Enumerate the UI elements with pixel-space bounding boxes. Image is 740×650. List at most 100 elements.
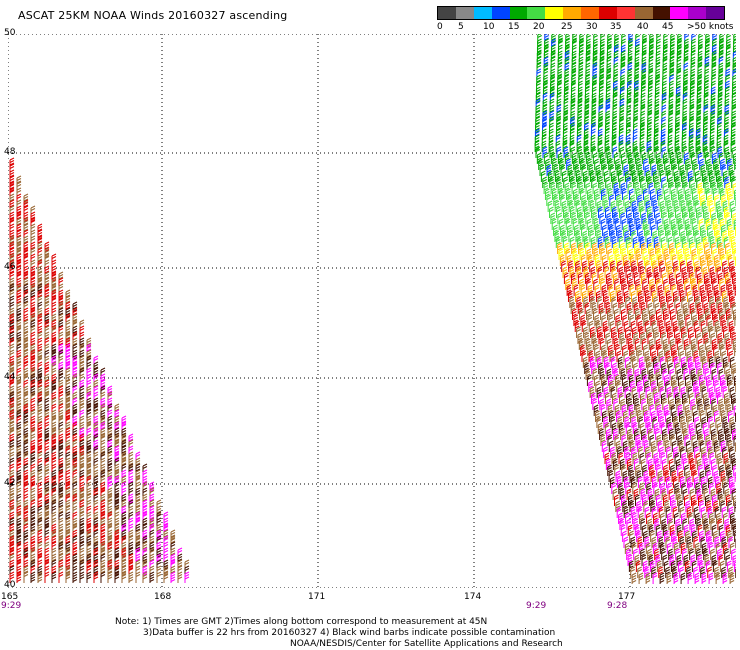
wind-barb	[719, 560, 725, 572]
wind-barb	[135, 499, 141, 511]
wind-barb	[607, 434, 613, 446]
wind-barb	[598, 92, 604, 104]
wind-barb	[587, 158, 592, 170]
wind-barb	[630, 566, 635, 578]
wind-barb	[599, 68, 605, 80]
wind-barb	[679, 410, 684, 422]
wind-barb	[648, 242, 653, 254]
wind-barb	[618, 482, 624, 494]
wind-barb	[696, 332, 702, 344]
wind-barb	[571, 152, 577, 164]
wind-barb	[613, 242, 618, 254]
wind-barb	[543, 74, 548, 86]
wind-barb	[51, 469, 57, 481]
wind-barb	[704, 212, 710, 224]
wind-barb	[716, 140, 722, 152]
wind-barb	[720, 440, 726, 452]
wind-barb	[563, 176, 568, 188]
wind-barb	[51, 427, 57, 439]
wind-barb	[674, 422, 680, 434]
wind-barb	[587, 254, 593, 266]
wind-barb	[669, 212, 675, 224]
wind-barb	[93, 553, 99, 565]
wind-barb	[693, 164, 699, 176]
wind-barb	[668, 302, 674, 314]
wind-barb	[689, 110, 695, 122]
wind-barb	[72, 379, 78, 391]
wind-barb	[633, 458, 639, 470]
wind-barb	[107, 565, 113, 577]
wind-barb	[698, 374, 704, 386]
wind-barb	[688, 482, 694, 494]
wind-barb	[640, 362, 645, 374]
wind-barb	[16, 337, 22, 349]
wind-barb	[658, 290, 664, 302]
wind-barb	[684, 560, 690, 572]
wind-barb	[574, 164, 580, 176]
wind-barb	[588, 350, 594, 362]
wind-barb	[637, 380, 642, 392]
wind-barb	[694, 446, 699, 458]
wind-barb	[639, 326, 644, 338]
wind-barb	[23, 271, 29, 283]
wind-barb	[72, 349, 78, 361]
wind-barb	[715, 416, 721, 428]
wind-barb	[700, 320, 706, 332]
wind-barb	[706, 440, 712, 452]
wind-barb	[682, 488, 688, 500]
wind-barb	[575, 260, 580, 272]
wind-barb	[30, 451, 36, 463]
wind-barb	[30, 535, 36, 547]
wind-barb	[624, 356, 630, 368]
wind-barb	[30, 241, 36, 253]
wind-barb	[733, 309, 736, 320]
wind-barb	[617, 170, 623, 182]
wind-barb	[609, 164, 615, 176]
wind-barb	[634, 338, 640, 350]
wind-barb	[79, 337, 85, 349]
wind-barb	[676, 62, 682, 74]
wind-barb	[58, 553, 64, 565]
wind-barb	[598, 116, 603, 128]
wind-barb	[677, 434, 683, 446]
wind-barb	[606, 62, 612, 74]
wind-barb	[700, 410, 705, 422]
wind-barb	[625, 422, 631, 434]
wind-barb	[726, 374, 732, 386]
wind-barb	[9, 391, 15, 403]
wind-barb	[663, 434, 669, 446]
wind-barb	[571, 74, 576, 86]
wind-barb	[659, 170, 665, 182]
wind-barb	[79, 421, 85, 433]
wind-barb	[649, 434, 655, 446]
wind-barb	[707, 536, 713, 548]
wind-barb	[626, 362, 631, 374]
wind-barb	[560, 194, 566, 206]
wind-barb	[652, 170, 658, 182]
wind-barb	[612, 146, 618, 158]
wind-barb	[627, 494, 633, 506]
wind-barb	[648, 524, 654, 536]
wind-barb	[121, 433, 127, 445]
wind-barb	[591, 332, 597, 344]
wind-barb	[622, 470, 628, 482]
wind-barb	[9, 193, 15, 205]
wind-barb	[684, 278, 689, 290]
wind-barb	[725, 494, 731, 506]
wind-barb	[58, 499, 64, 511]
wind-barb	[572, 34, 577, 44]
wind-barb	[694, 386, 700, 398]
wind-barb	[79, 439, 85, 451]
wind-barb	[613, 68, 619, 80]
wind-barb	[613, 212, 619, 224]
wind-barb	[114, 403, 120, 415]
wind-barb	[114, 499, 120, 511]
wind-barb	[9, 319, 15, 331]
wind-barb	[626, 176, 631, 188]
wind-barb	[727, 254, 733, 266]
wind-barb	[9, 499, 15, 511]
wind-barb	[23, 331, 29, 343]
wind-barb	[642, 434, 648, 446]
wind-barb	[731, 518, 736, 530]
wind-barb	[65, 349, 71, 361]
